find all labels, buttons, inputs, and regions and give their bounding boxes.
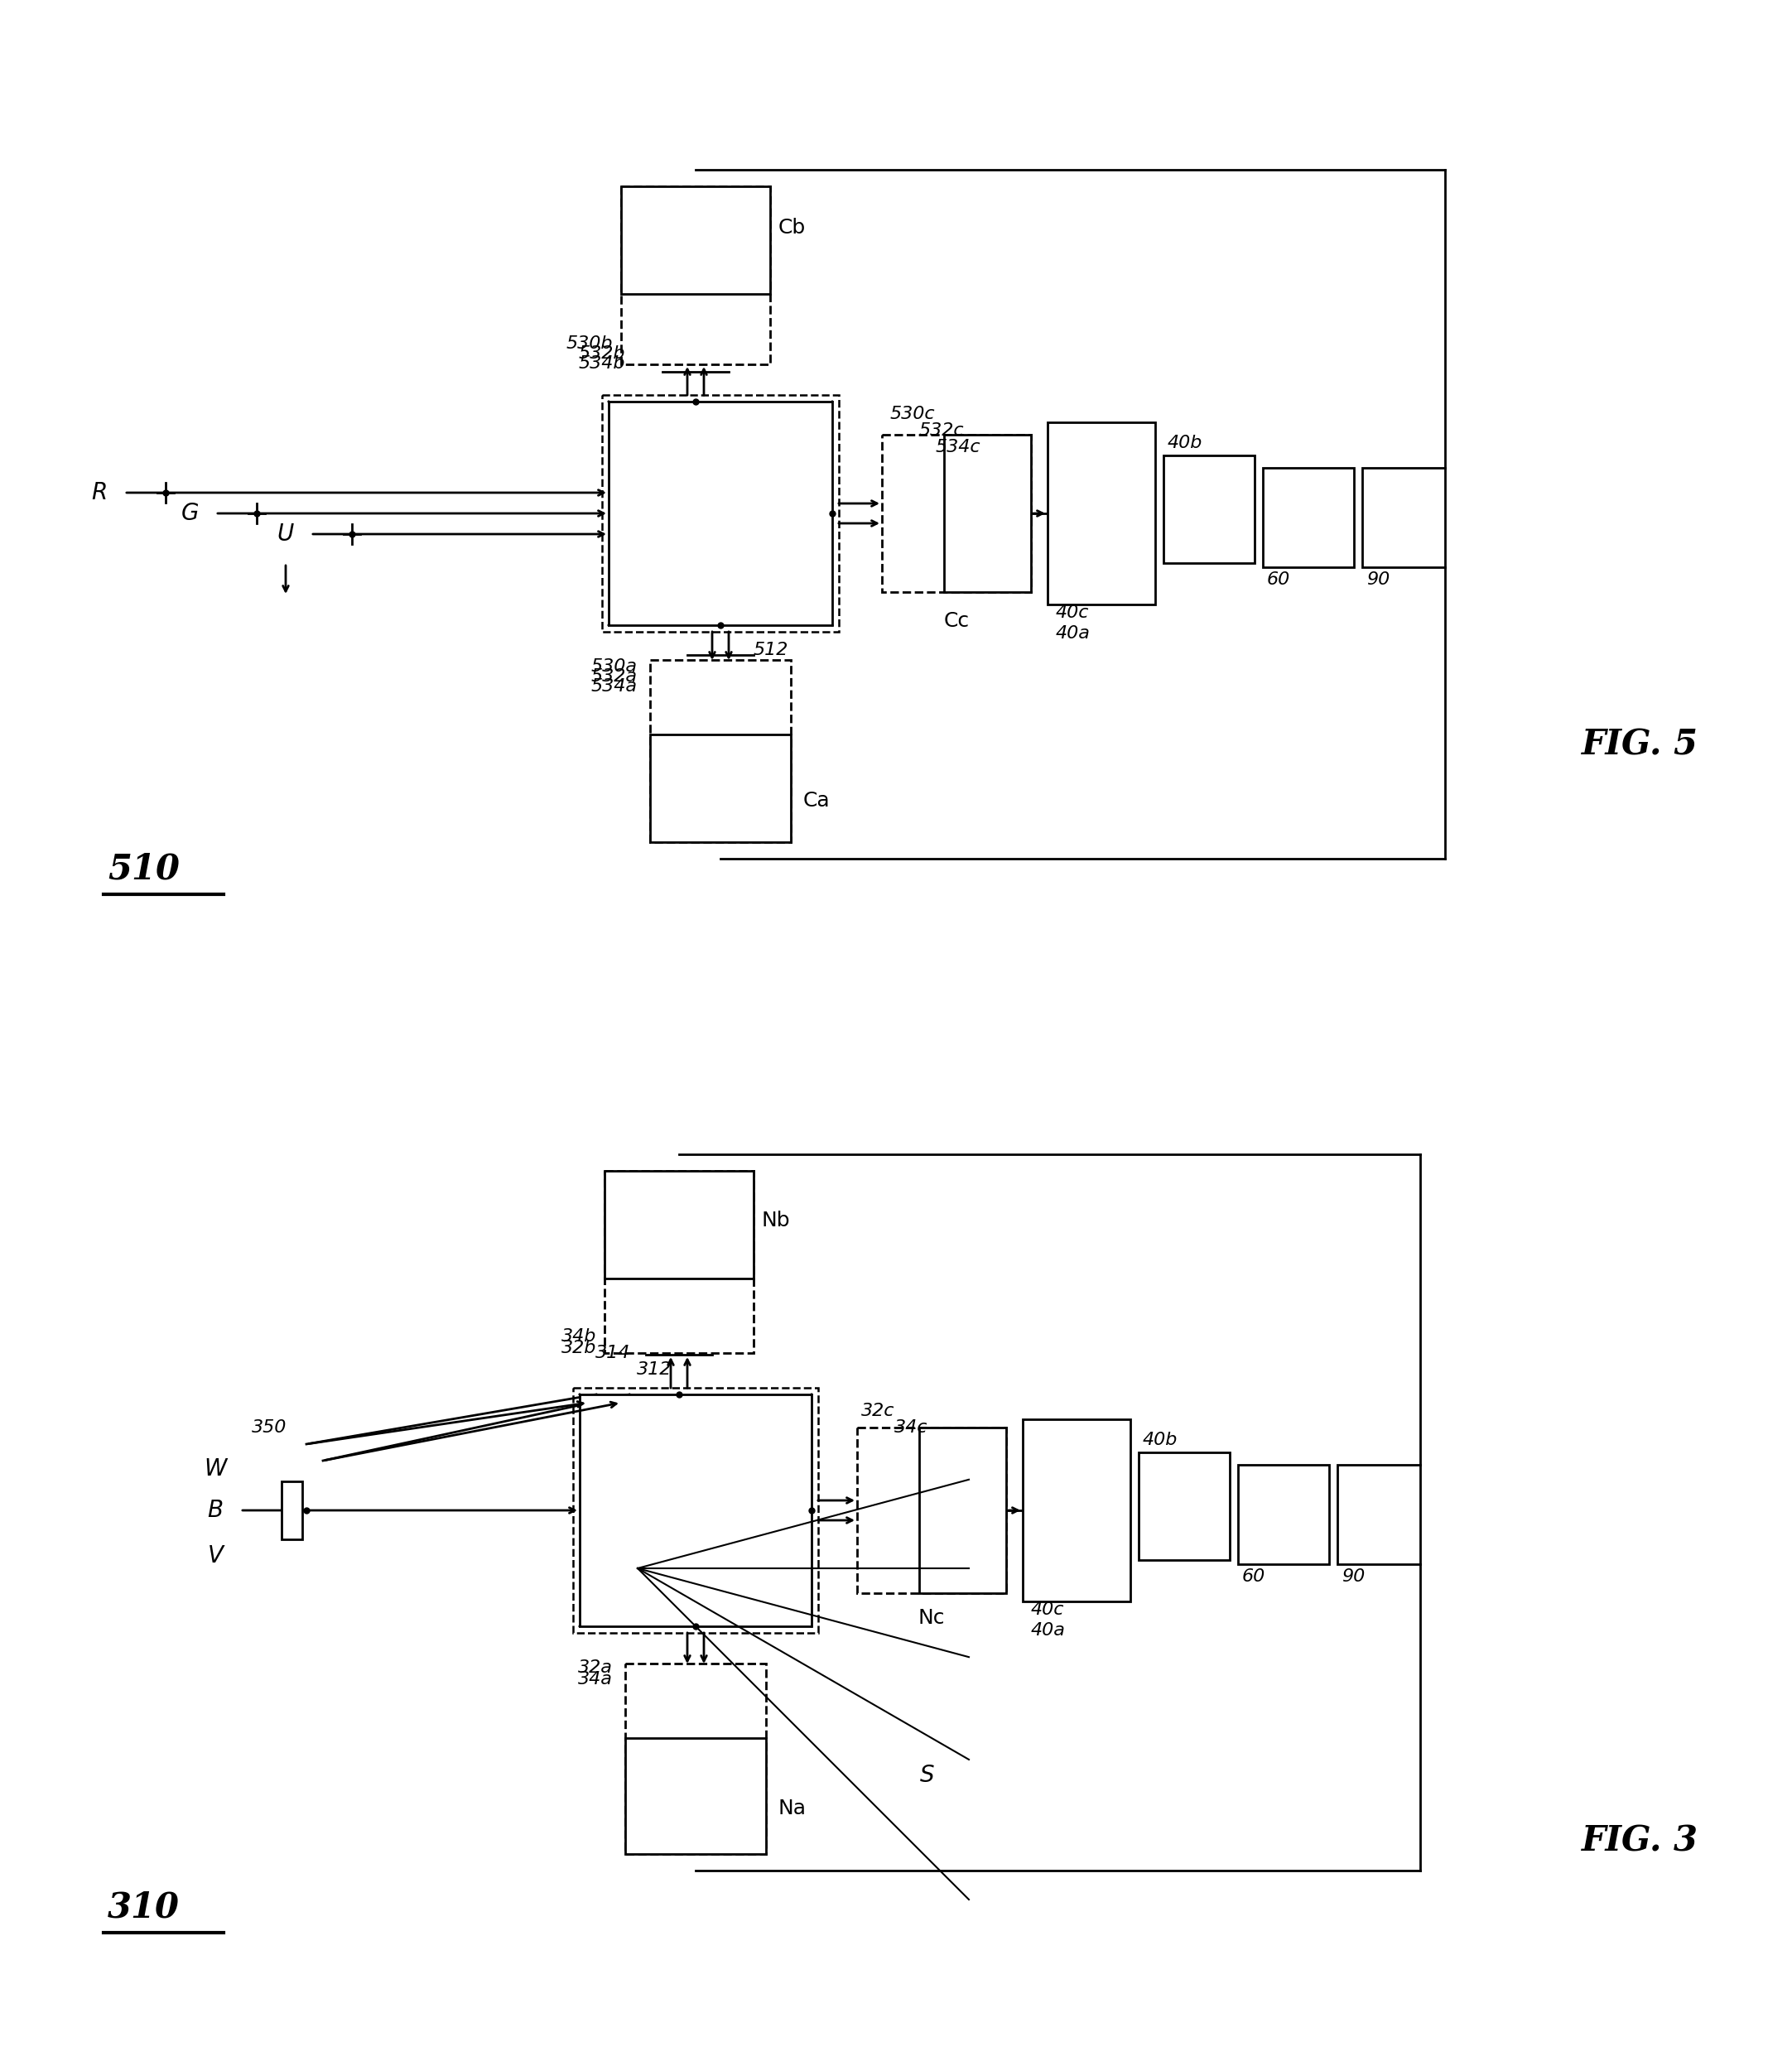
Bar: [625, 1663, 765, 1855]
Text: 34a: 34a: [579, 1671, 613, 1688]
Text: 532a: 532a: [591, 668, 638, 684]
Text: 530a: 530a: [591, 657, 638, 674]
Bar: [1163, 455, 1254, 563]
Text: FIG. 5: FIG. 5: [1581, 728, 1699, 763]
Text: V: V: [208, 1544, 224, 1568]
Text: 40c: 40c: [1030, 1601, 1064, 1618]
Bar: [602, 396, 839, 633]
Bar: [1263, 468, 1355, 567]
Text: Cc: Cc: [944, 612, 969, 631]
Text: 40b: 40b: [1143, 1432, 1177, 1449]
Text: 40a: 40a: [1055, 624, 1091, 641]
Text: 90: 90: [1366, 571, 1391, 587]
Text: 532b: 532b: [579, 346, 625, 363]
Text: 310: 310: [108, 1890, 179, 1925]
Text: S: S: [919, 1764, 935, 1787]
Bar: [919, 1428, 1005, 1593]
Bar: [1362, 468, 1444, 567]
Bar: [609, 402, 831, 624]
Text: 350: 350: [251, 1420, 287, 1437]
Text: FIG. 3: FIG. 3: [1581, 1824, 1699, 1859]
Bar: [1023, 1420, 1131, 1601]
Text: G: G: [181, 501, 199, 526]
Text: 32a: 32a: [579, 1659, 613, 1676]
Text: 34b: 34b: [561, 1327, 597, 1344]
Text: R: R: [91, 480, 108, 505]
Bar: [622, 185, 771, 295]
Text: 314: 314: [595, 1344, 631, 1362]
Text: 34c: 34c: [894, 1420, 928, 1437]
Text: Cb: Cb: [778, 218, 806, 237]
Text: 32b: 32b: [561, 1340, 597, 1356]
Bar: [1238, 1465, 1330, 1564]
Bar: [650, 660, 790, 843]
Bar: [604, 1171, 754, 1352]
Bar: [857, 1428, 1005, 1593]
Bar: [579, 1395, 812, 1626]
Text: 510: 510: [108, 851, 179, 886]
Text: 532c: 532c: [919, 423, 964, 439]
Text: 312: 312: [636, 1362, 672, 1379]
Text: 534c: 534c: [935, 439, 980, 455]
Text: 60: 60: [1242, 1568, 1265, 1585]
Bar: [604, 1171, 754, 1278]
Bar: [944, 435, 1030, 592]
Bar: [281, 1482, 303, 1540]
Text: Na: Na: [778, 1799, 806, 1818]
Text: W: W: [204, 1457, 228, 1480]
Text: Ca: Ca: [803, 791, 830, 810]
Bar: [650, 734, 790, 843]
Text: 40c: 40c: [1055, 604, 1090, 620]
Bar: [882, 435, 1030, 592]
Text: 32c: 32c: [862, 1404, 894, 1420]
Text: 530b: 530b: [566, 336, 613, 352]
Bar: [622, 185, 771, 365]
Bar: [1337, 1465, 1421, 1564]
Text: 534a: 534a: [591, 678, 638, 695]
Text: 530c: 530c: [891, 406, 935, 423]
Text: 60: 60: [1267, 571, 1290, 587]
Text: 534b: 534b: [579, 354, 625, 371]
Text: 40b: 40b: [1168, 435, 1202, 451]
Text: B: B: [208, 1498, 224, 1521]
Text: 40a: 40a: [1030, 1622, 1066, 1638]
Text: Nb: Nb: [762, 1210, 790, 1230]
Text: Nc: Nc: [918, 1608, 944, 1628]
Bar: [625, 1737, 765, 1855]
Text: U: U: [278, 523, 294, 546]
Bar: [1138, 1453, 1229, 1560]
Bar: [573, 1387, 819, 1632]
Text: 90: 90: [1342, 1568, 1366, 1585]
Bar: [1048, 423, 1156, 604]
Text: 512: 512: [754, 641, 788, 657]
